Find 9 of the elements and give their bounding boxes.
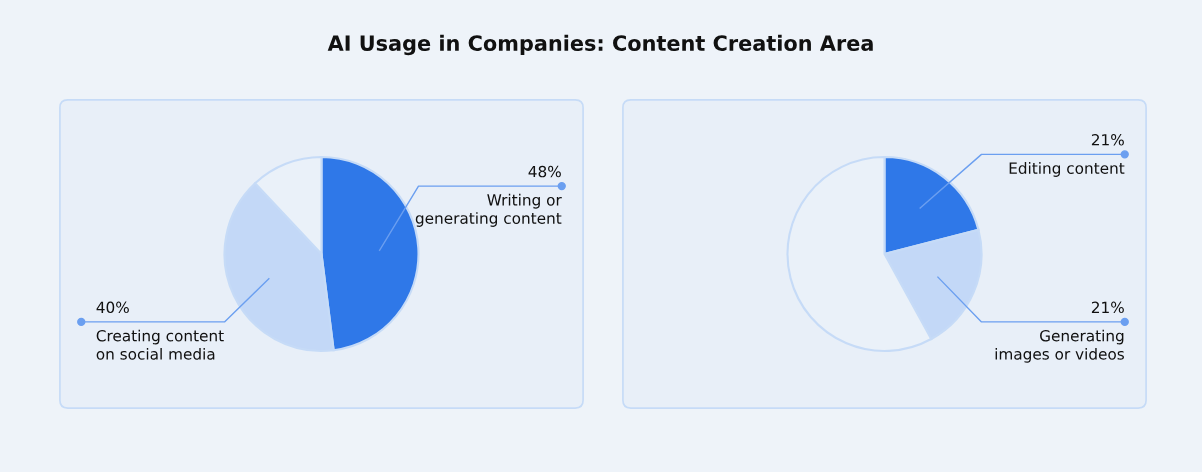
slice-label: Writing or generating content bbox=[415, 193, 562, 227]
data-label: 21% bbox=[1091, 301, 1124, 314]
data-label: 48% bbox=[528, 165, 561, 178]
slice-label: Generating images or videos bbox=[995, 329, 1124, 363]
data-label: 21% bbox=[1091, 134, 1124, 146]
data-label: 40% bbox=[96, 301, 129, 314]
slice-label: Editing content bbox=[1009, 162, 1125, 177]
slice-label: Creating content on social media bbox=[96, 329, 224, 360]
chart-title: AI Usage in Companies: Content Creation Area bbox=[327, 34, 873, 56]
